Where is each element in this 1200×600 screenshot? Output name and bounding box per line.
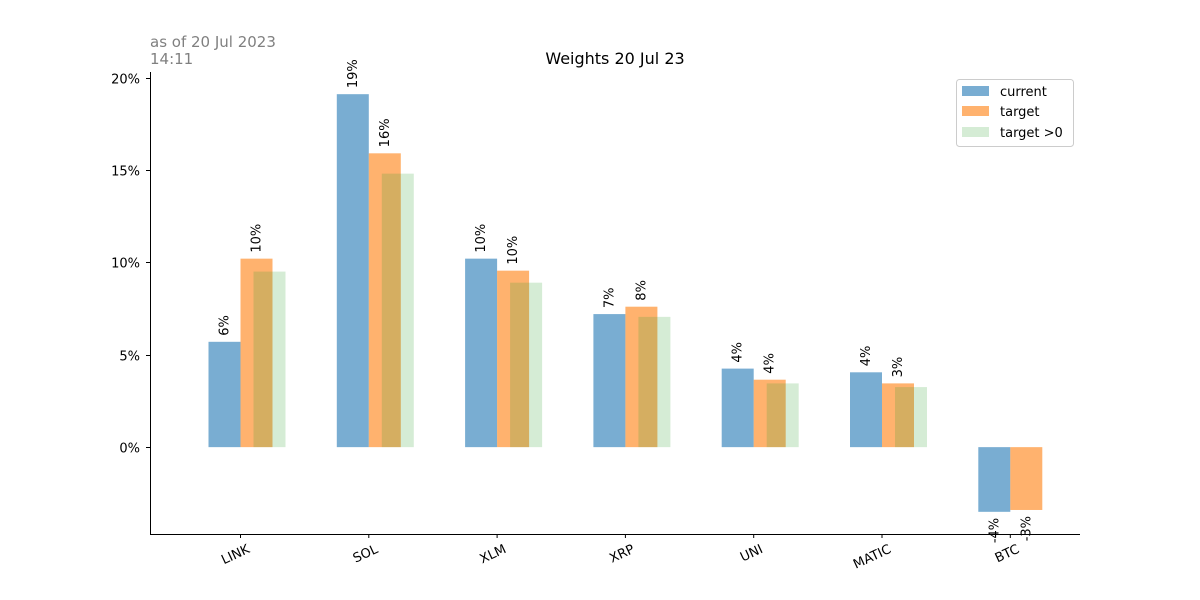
bars-group: [208, 94, 1043, 512]
legend-label-current: current: [1000, 85, 1047, 100]
bar-label-target-xrp: 8%: [634, 280, 649, 301]
legend-swatch-current: [962, 86, 989, 96]
y-tick-label: 20%: [111, 73, 140, 88]
bar-label-target-uni: 4%: [763, 353, 778, 374]
timestamp-date: as of 20 Jul 2023: [150, 33, 276, 51]
x-tick-label-xrp: XRP: [607, 542, 637, 567]
y-tick-label: 5%: [119, 350, 140, 365]
legend-swatch-target-positive: [962, 127, 989, 137]
bar-label-current-matic: 4%: [859, 346, 874, 367]
legend-label-target: target: [1000, 105, 1040, 120]
x-tick-label-sol: SOL: [351, 542, 381, 567]
bar-label-current-btc: -4%: [987, 518, 1002, 543]
bar-current-btc: [978, 447, 1011, 512]
bar-target-0-sol: [381, 173, 414, 448]
y-tick-label: 0%: [119, 442, 140, 457]
bar-label-target-btc: -3%: [1019, 516, 1034, 541]
bar-current-link: [208, 341, 241, 448]
bar-target-0-link: [253, 271, 286, 448]
bar-target-matic: [882, 383, 914, 448]
bar-label-current-uni: 4%: [731, 342, 746, 363]
bar-label-current-xlm: 10%: [474, 224, 489, 253]
bar-target-xrp: [625, 306, 658, 448]
bar-target-sol: [368, 153, 401, 448]
y-tick-label: 10%: [111, 257, 140, 272]
bar-target-0-xrp: [638, 316, 671, 448]
timestamp-time: 14:11: [150, 50, 193, 68]
bar-target-link: [240, 258, 273, 448]
x-axis-ticks: LINK SOL XLM XRP UNI MATIC BTC: [219, 534, 1022, 573]
bar-target-0-xlm: [510, 282, 543, 448]
bar-label-current-xrp: 7%: [602, 287, 617, 308]
bar-current-matic: [850, 372, 882, 448]
bar-label-target-xlm: 10%: [506, 236, 521, 265]
legend-frame: [956, 79, 1074, 147]
bar-target-btc: [1010, 447, 1043, 510]
bar-current-xlm: [465, 258, 498, 448]
x-tick-label-btc: BTC: [993, 542, 1022, 566]
bar-target-0-uni: [766, 383, 799, 448]
bar-current-xrp: [593, 314, 626, 448]
bar-label-target-matic: 3%: [891, 357, 906, 378]
bar-target-0-matic: [895, 387, 927, 448]
bar-current-sol: [336, 94, 369, 448]
x-tick-label-xlm: XLM: [478, 542, 509, 567]
chart-title: Weights 20 Jul 23: [545, 49, 684, 68]
x-tick-label-uni: UNI: [738, 542, 765, 565]
bar-target-uni: [753, 379, 786, 448]
bar-current-uni: [721, 368, 754, 448]
legend: current target target >0: [956, 79, 1074, 147]
legend-label-target-positive: target >0: [1000, 126, 1063, 141]
bar-label-target-sol: 16%: [378, 118, 393, 147]
y-tick-label: 15%: [111, 165, 140, 180]
legend-swatch-target: [962, 106, 989, 116]
x-tick-label-link: LINK: [219, 542, 252, 568]
bar-target-xlm: [497, 270, 530, 448]
x-tick-label-matic: MATIC: [851, 542, 894, 572]
bar-label-target-link: 10%: [250, 224, 265, 253]
bar-label-current-link: 6%: [218, 315, 233, 336]
y-axis-ticks: 0% 5% 10% 15% 20%: [111, 73, 150, 457]
bar-label-current-sol: 19%: [346, 59, 361, 88]
